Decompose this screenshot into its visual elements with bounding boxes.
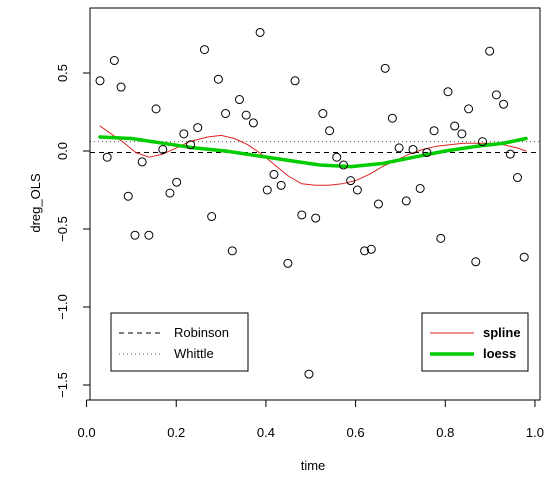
data-point xyxy=(373,199,383,209)
data-point xyxy=(151,104,161,114)
data-point xyxy=(478,137,488,147)
legend-loess-label: loess xyxy=(483,346,516,361)
data-point xyxy=(450,121,460,131)
data-point xyxy=(491,90,501,100)
data-point xyxy=(213,74,223,84)
data-point xyxy=(325,126,335,136)
data-point xyxy=(443,87,453,97)
data-point xyxy=(123,191,133,201)
legend-reference-box xyxy=(110,312,249,372)
data-point xyxy=(429,126,439,136)
data-point xyxy=(394,143,404,153)
y-tick-label: 0.0 xyxy=(55,142,70,160)
data-point xyxy=(130,230,140,240)
data-point xyxy=(499,99,509,109)
legend-robinson-label: Robinson xyxy=(174,325,229,340)
data-point xyxy=(241,110,251,120)
data-point xyxy=(401,196,411,206)
data-point xyxy=(366,244,376,254)
y-axis: −1.5 −1.0 −0.5 0.0 0.5 xyxy=(55,64,91,398)
data-point xyxy=(297,210,307,220)
x-tick-label: 0.2 xyxy=(167,425,185,440)
x-axis-title: time xyxy=(301,458,326,473)
y-axis-title: dreg_OLS xyxy=(28,173,43,233)
data-point xyxy=(207,212,217,222)
data-point xyxy=(338,160,348,170)
data-point xyxy=(464,104,474,114)
data-point xyxy=(352,185,362,195)
data-point xyxy=(512,173,522,183)
x-tick-label: 0.6 xyxy=(347,425,365,440)
y-tick-label: 0.5 xyxy=(55,64,70,82)
legend-spline-label: spline xyxy=(483,325,521,340)
data-point xyxy=(186,140,196,150)
loess-curve xyxy=(98,135,528,169)
data-point xyxy=(158,144,168,154)
data-point xyxy=(304,369,314,379)
data-point xyxy=(165,188,175,198)
spline-curve xyxy=(99,125,527,186)
data-point xyxy=(422,148,432,158)
data-point xyxy=(172,177,182,187)
x-tick-label: 1.0 xyxy=(526,425,544,440)
data-point xyxy=(269,169,279,179)
data-point xyxy=(360,246,370,256)
y-tick-label: −1.5 xyxy=(55,372,70,398)
data-point xyxy=(248,118,258,128)
legend-fits: spline loess xyxy=(421,312,529,372)
legend-reference: Robinson Whittle xyxy=(110,312,249,372)
y-tick-label: −1.0 xyxy=(55,294,70,320)
data-point xyxy=(276,180,286,190)
data-point xyxy=(318,109,328,119)
data-point xyxy=(227,246,237,256)
data-point xyxy=(415,183,425,193)
data-point xyxy=(283,258,293,268)
data-point xyxy=(199,45,209,55)
data-point xyxy=(137,157,147,167)
data-point xyxy=(436,233,446,243)
data-point xyxy=(346,176,356,186)
data-point xyxy=(457,129,467,139)
data-point xyxy=(505,149,515,159)
data-point xyxy=(380,63,390,73)
x-tick-label: 0.4 xyxy=(257,425,275,440)
legend-whittle-label: Whittle xyxy=(174,346,214,361)
data-point xyxy=(290,76,300,86)
data-point xyxy=(116,82,126,92)
data-point xyxy=(311,213,321,223)
x-axis: 0.0 0.2 0.4 0.6 0.8 1.0 xyxy=(78,399,544,440)
data-point xyxy=(471,257,481,267)
data-point xyxy=(408,144,418,154)
data-point xyxy=(144,230,154,240)
data-point xyxy=(179,129,189,139)
y-tick-label: −0.5 xyxy=(55,216,70,242)
data-point xyxy=(109,56,119,66)
data-point xyxy=(485,46,495,56)
data-point xyxy=(262,185,272,195)
x-tick-label: 0.8 xyxy=(436,425,454,440)
data-point xyxy=(193,123,203,133)
data-point xyxy=(102,152,112,162)
data-point xyxy=(519,252,529,262)
legend-fits-box xyxy=(421,312,529,372)
fit-curves xyxy=(98,125,528,186)
data-point xyxy=(234,95,244,105)
data-points xyxy=(95,27,529,379)
data-point xyxy=(255,27,265,37)
data-point xyxy=(95,76,105,86)
data-point xyxy=(387,113,397,123)
data-point xyxy=(221,109,231,119)
x-tick-label: 0.0 xyxy=(78,425,96,440)
data-point xyxy=(332,152,342,162)
